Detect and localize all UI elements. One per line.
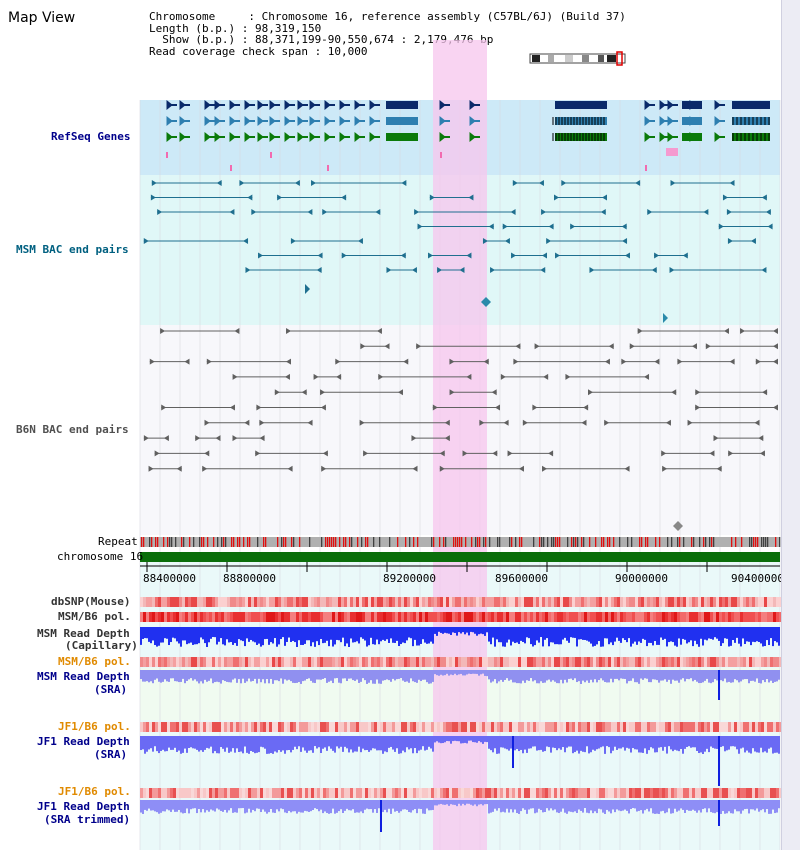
label-msm-read-depth-sra: MSM Read Depth — [37, 670, 130, 683]
label-repeat: Repeat — [98, 535, 138, 548]
label-msm-b6-pol-2: MSM/B6 pol. — [58, 655, 131, 668]
chromosome-ideogram[interactable] — [529, 51, 626, 66]
label-jf1-read-depth-trim: JF1 Read Depth — [37, 800, 130, 813]
axis-tick-label: 89200000 — [383, 572, 436, 585]
axis-tick-label: 88400000 — [143, 572, 196, 585]
axis-tick-label: 90000000 — [615, 572, 668, 585]
label-msm-sra: (SRA) — [94, 683, 128, 696]
label-refseq-genes: RefSeq Genes — [51, 130, 131, 143]
label-dbsnp: dbSNP(Mouse) — [51, 595, 131, 608]
axis-tick-label: 89600000 — [495, 572, 548, 585]
label-chromosome: chromosome 16 — [57, 550, 144, 563]
axis-tick-label: 90400000 — [731, 572, 784, 585]
info-chromosome: Chromosome : Chromosome 16, reference as… — [149, 10, 626, 23]
depth-tracks — [140, 627, 780, 832]
refseq-genes-track[interactable] — [166, 99, 770, 171]
label-jf1-read-depth-sra: JF1 Read Depth — [37, 735, 130, 748]
label-msm-bac: MSM BAC end pairs — [16, 243, 129, 256]
label-b6n-bac: B6N BAC end pairs — [16, 423, 129, 436]
info-coverage-span: Read coverage check span : 10,000 — [149, 44, 368, 58]
axis-tick-label: 88800000 — [223, 572, 276, 585]
vertical-scrollbar[interactable] — [781, 0, 800, 850]
b6n-bac-pairs-track[interactable] — [143, 328, 778, 531]
label-jf1-sra-trimmed: (SRA trimmed) — [44, 813, 131, 826]
chromosome-bar — [140, 552, 780, 562]
label-jf1-b6-pol-1: JF1/B6 pol. — [58, 720, 131, 733]
label-jf1-sra: (SRA) — [94, 748, 128, 761]
page-title: Map View — [8, 10, 76, 26]
selection-highlight[interactable] — [433, 40, 487, 850]
repeat-track — [140, 537, 781, 547]
chromosome-info: Chromosome : Chromosome 16, reference as… — [149, 11, 626, 57]
axis-ticks — [146, 562, 708, 572]
info-length: Length (b.p.) : 98,319,150 — [149, 21, 322, 35]
label-jf1-b6-pol-2: JF1/B6 pol. — [58, 785, 131, 798]
label-msm-b6-pol-1: MSM/B6 pol. — [58, 610, 131, 623]
info-show-range: Show (b.p.) : 88,371,199-90,550,674 : 2,… — [149, 33, 494, 46]
msm-bac-pairs-track[interactable] — [143, 180, 773, 323]
heat-tracks — [140, 597, 783, 798]
label-capillary: (Capillary) — [65, 639, 138, 652]
label-msm-read-depth-cap: MSM Read Depth — [37, 627, 130, 640]
